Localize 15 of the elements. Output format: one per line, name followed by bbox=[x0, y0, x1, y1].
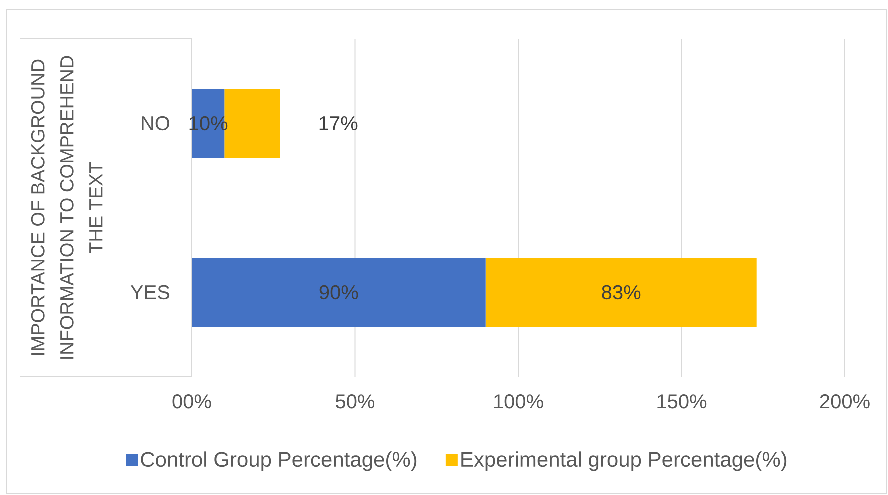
x-tick-label: 150% bbox=[658, 394, 707, 409]
y-tick-label: NO bbox=[142, 116, 170, 131]
bar bbox=[486, 258, 757, 327]
y-tick-label: YES bbox=[130, 285, 170, 300]
x-tick-label: 50% bbox=[336, 394, 375, 409]
x-tick-label: 100% bbox=[494, 394, 544, 409]
data-label: 83% bbox=[602, 285, 641, 300]
data-label: 17% bbox=[320, 116, 358, 130]
x-tick-label: 00% bbox=[172, 394, 212, 409]
data-label: 90% bbox=[320, 285, 358, 300]
bar bbox=[192, 258, 486, 327]
legend-label: Control Group Percentage(%) bbox=[141, 452, 417, 472]
x-tick-label: 200% bbox=[820, 394, 870, 409]
y-axis-title: IMPORTANCE OF BACKGROUND INFORMATION TO COMPREHEND THE TEXT bbox=[31, 56, 103, 359]
legend-label: Experimental group Percentage(%) bbox=[462, 452, 787, 472]
